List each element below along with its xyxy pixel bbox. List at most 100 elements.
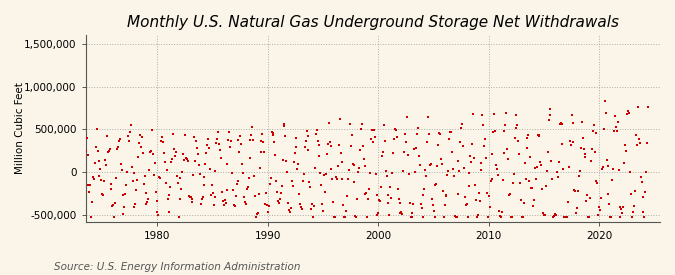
Point xyxy=(364,186,375,191)
Point xyxy=(258,139,269,144)
Point xyxy=(221,188,232,192)
Point xyxy=(591,179,602,183)
Point xyxy=(610,125,621,129)
Point xyxy=(175,175,186,180)
Point xyxy=(296,207,307,212)
Point xyxy=(448,174,459,178)
Point xyxy=(295,202,306,207)
Point xyxy=(501,111,512,116)
Point xyxy=(113,139,124,143)
Point xyxy=(197,195,208,199)
Point xyxy=(131,188,142,192)
Point xyxy=(244,156,255,160)
Point xyxy=(435,131,446,136)
Point xyxy=(589,123,599,127)
Point xyxy=(276,184,287,188)
Point xyxy=(493,173,504,177)
Point xyxy=(525,155,536,159)
Point xyxy=(408,202,418,206)
Point xyxy=(174,197,185,201)
Point xyxy=(354,166,364,170)
Point xyxy=(491,167,502,171)
Point xyxy=(242,187,252,191)
Point xyxy=(439,203,450,207)
Point xyxy=(405,215,416,220)
Point xyxy=(463,183,474,188)
Point xyxy=(250,193,261,198)
Point xyxy=(248,138,259,143)
Point xyxy=(116,167,127,172)
Point xyxy=(148,172,159,177)
Point xyxy=(400,132,410,136)
Point xyxy=(302,134,313,138)
Point xyxy=(230,204,240,208)
Point xyxy=(489,112,500,116)
Point xyxy=(80,149,91,153)
Point xyxy=(466,160,477,165)
Point xyxy=(308,215,319,220)
Point xyxy=(189,135,200,139)
Point xyxy=(227,188,238,192)
Point xyxy=(214,142,225,146)
Point xyxy=(632,143,643,147)
Point xyxy=(627,215,638,220)
Point xyxy=(171,173,182,178)
Point xyxy=(282,170,293,174)
Point xyxy=(537,187,547,191)
Point xyxy=(144,168,155,173)
Point xyxy=(165,185,176,189)
Point xyxy=(412,126,423,130)
Point xyxy=(198,183,209,187)
Point xyxy=(432,163,443,168)
Point xyxy=(288,160,299,164)
Point xyxy=(242,185,253,189)
Point xyxy=(88,177,99,182)
Point xyxy=(620,143,630,147)
Point xyxy=(619,161,630,166)
Point xyxy=(134,141,144,145)
Point xyxy=(245,137,256,142)
Point xyxy=(437,189,448,193)
Point xyxy=(414,153,425,158)
Point xyxy=(400,140,411,144)
Point xyxy=(215,155,226,160)
Point xyxy=(536,163,547,167)
Point xyxy=(594,205,605,210)
Point xyxy=(98,193,109,197)
Point xyxy=(617,211,628,215)
Point xyxy=(488,130,499,134)
Point xyxy=(566,143,576,147)
Point xyxy=(104,147,115,151)
Point xyxy=(373,211,384,215)
Point xyxy=(155,176,165,180)
Point xyxy=(562,215,572,220)
Point xyxy=(262,203,273,207)
Point xyxy=(612,120,623,124)
Point xyxy=(604,202,615,207)
Point xyxy=(333,143,344,147)
Point xyxy=(637,180,647,184)
Point xyxy=(461,202,472,207)
Point xyxy=(451,215,462,220)
Point xyxy=(472,213,483,217)
Point xyxy=(420,167,431,172)
Point xyxy=(475,199,485,204)
Point xyxy=(544,107,555,111)
Point xyxy=(122,170,132,174)
Point xyxy=(300,139,311,143)
Point xyxy=(115,162,126,166)
Point xyxy=(438,215,449,220)
Point xyxy=(639,215,650,220)
Point xyxy=(437,161,448,166)
Point xyxy=(162,197,173,201)
Point xyxy=(255,150,266,154)
Point xyxy=(431,182,441,186)
Point xyxy=(632,104,643,109)
Point xyxy=(468,112,479,116)
Point xyxy=(496,210,507,214)
Point xyxy=(237,162,248,167)
Point xyxy=(389,137,400,142)
Point xyxy=(605,215,616,220)
Point xyxy=(399,149,410,154)
Point xyxy=(124,139,134,144)
